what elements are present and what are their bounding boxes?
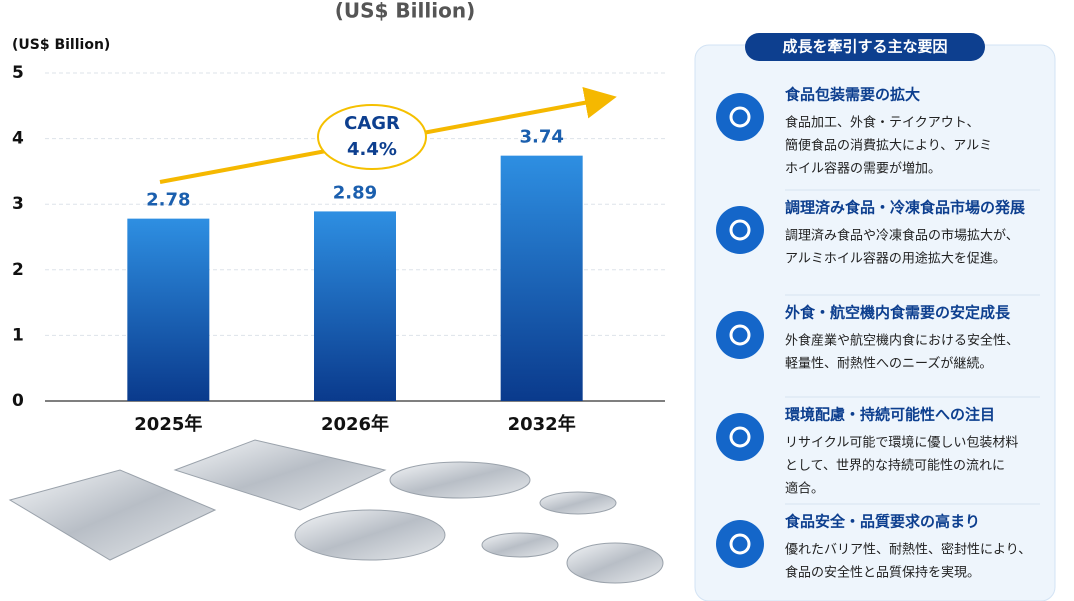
driver-text: 簡便食品の消費拡大により、アルミ <box>785 138 992 154</box>
driver-icon-inner <box>729 106 751 128</box>
y-tick-label: 2 <box>12 260 24 280</box>
chart-title: (US$ Billion) <box>335 0 475 23</box>
driver-text: 食品の安全性と品質保持を実現。 <box>785 565 980 581</box>
driver-text: 適合。 <box>785 481 824 497</box>
y-tick-label: 3 <box>12 194 24 214</box>
bar <box>500 155 583 401</box>
driver-icon <box>716 206 764 254</box>
driver-title: 外食・航空機内食需要の安定成長 <box>784 304 1011 322</box>
bar <box>127 218 210 401</box>
drivers-title: 成長を牽引する主な要因 <box>782 38 947 56</box>
containers-illustration <box>8 439 664 584</box>
driver-text: として、世界的な持続可能性の流れに <box>785 458 1005 474</box>
driver-title: 環境配慮・持続可能性への注目 <box>785 406 995 424</box>
driver-icon <box>716 93 764 141</box>
driver-text: ホイル容器の需要が増加。 <box>785 161 941 177</box>
data-label: 2.78 <box>146 190 190 211</box>
driver-text: 軽量性、耐熱性へのニーズが継続。 <box>785 356 992 372</box>
y-tick-label: 0 <box>12 391 24 411</box>
driver-text: アルミホイル容器の用途拡大を促進。 <box>785 251 1006 267</box>
driver-icon-inner <box>729 219 751 241</box>
y-tick-label: 5 <box>12 63 24 83</box>
x-tick-label: 2026年 <box>321 413 389 435</box>
y-tick-label: 4 <box>12 129 24 149</box>
y-tick-label: 1 <box>12 325 24 345</box>
driver-icon-inner <box>729 533 751 555</box>
driver-text: リサイクル可能で環境に優しい包装材料 <box>785 436 1018 451</box>
driver-icon <box>716 311 764 359</box>
cagr-bubble <box>317 104 427 170</box>
driver-text: 外食産業や航空機内食における安全性、 <box>785 333 1019 349</box>
bar <box>314 211 396 401</box>
x-tick-label: 2025年 <box>134 413 202 435</box>
x-tick-label: 2032年 <box>508 413 576 435</box>
driver-icon <box>716 413 764 461</box>
driver-icon-inner <box>729 324 751 346</box>
cagr-value: 4.4% <box>347 139 397 160</box>
data-label: 2.89 <box>333 182 377 203</box>
drivers-header <box>745 33 985 61</box>
cagr-title: CAGR <box>344 113 400 134</box>
driver-icon <box>716 520 764 568</box>
driver-icon-inner <box>729 426 751 448</box>
driver-title: 食品包装需要の拡大 <box>785 86 920 104</box>
driver-title: 調理済み食品・冷凍食品市場の発展 <box>785 199 1025 217</box>
data-label: 3.74 <box>519 127 563 148</box>
driver-text: 優れたバリア性、耐熱性、密封性により、 <box>785 542 1031 558</box>
driver-title: 食品安全・品質要求の高まり <box>785 513 980 531</box>
driver-text: 調理済み食品や冷凍食品の市場拡大が、 <box>785 228 1019 244</box>
driver-text: 食品加工、外食・テイクアウト、 <box>785 115 979 131</box>
y-axis-label: (US$ Billion) <box>12 37 110 53</box>
